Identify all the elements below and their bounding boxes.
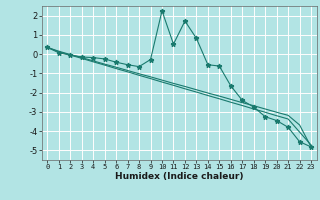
X-axis label: Humidex (Indice chaleur): Humidex (Indice chaleur) <box>115 172 244 181</box>
